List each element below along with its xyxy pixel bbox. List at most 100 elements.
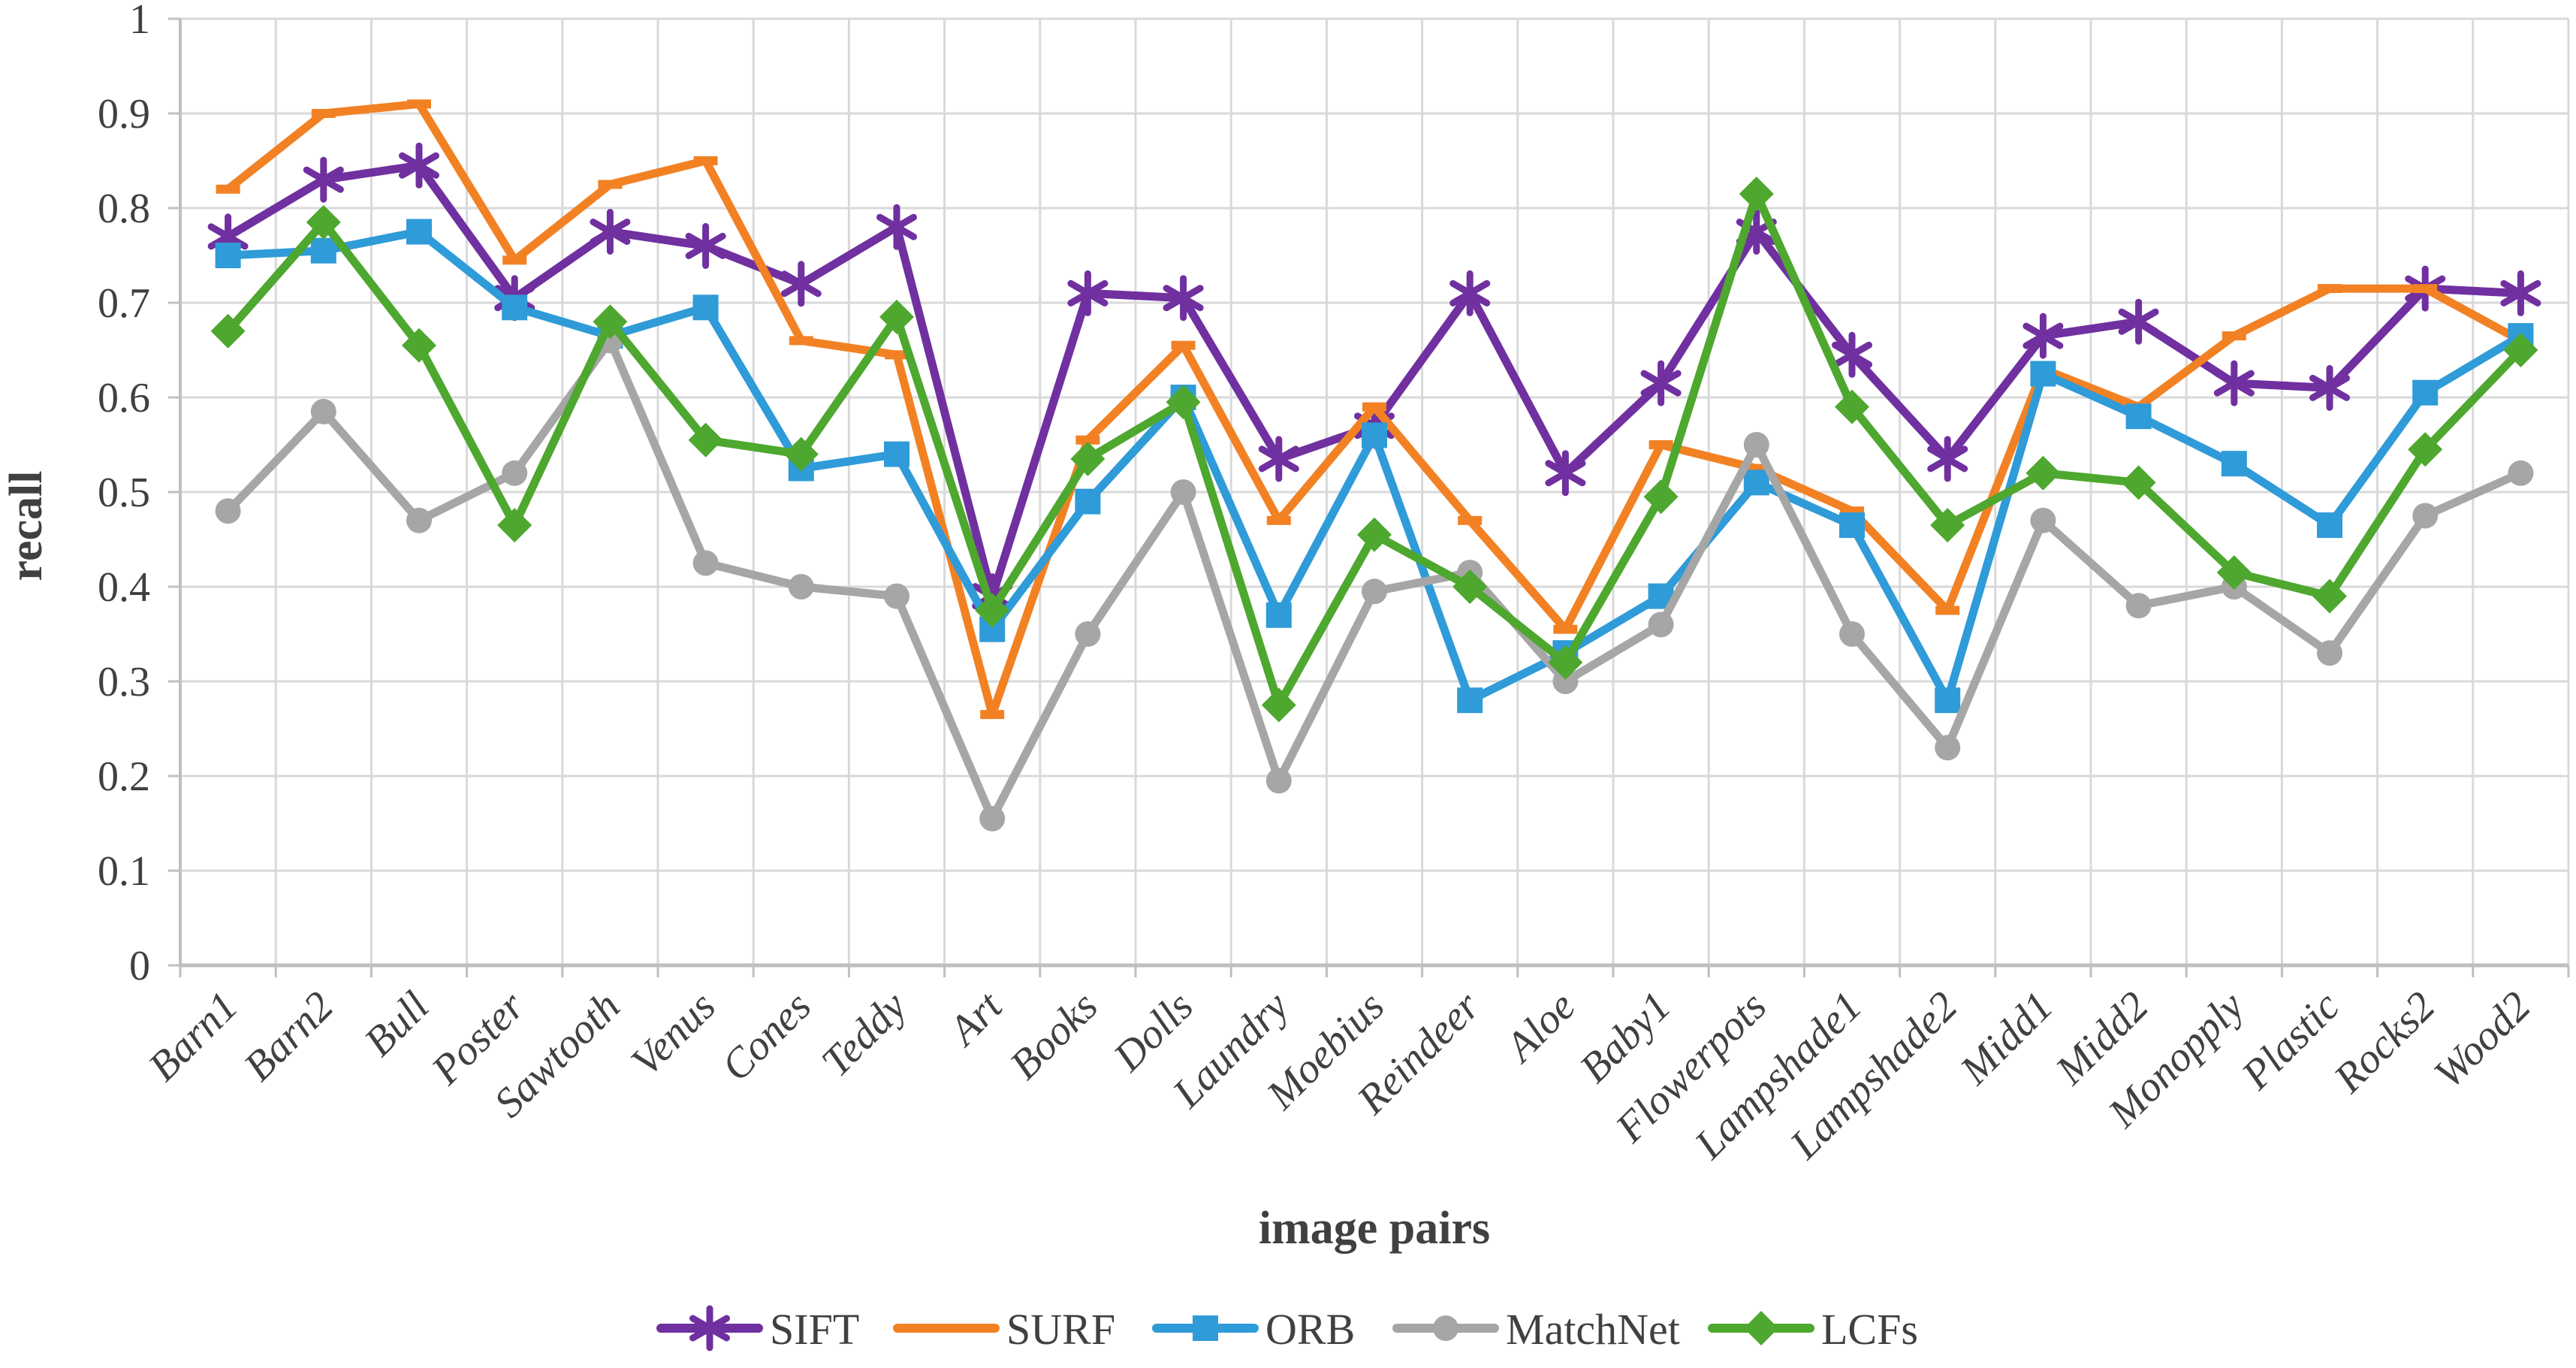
data-point-marker bbox=[1452, 569, 1488, 604]
data-point-marker bbox=[2030, 361, 2056, 387]
data-point-marker bbox=[692, 550, 719, 576]
data-point-marker bbox=[2213, 360, 2255, 406]
data-point-marker bbox=[885, 350, 909, 360]
asterisk-spoke bbox=[398, 152, 440, 179]
data-point-marker bbox=[975, 593, 1010, 628]
data-point-marker bbox=[1362, 402, 1386, 412]
legend-label-SURF: SURF bbox=[1006, 1305, 1115, 1354]
data-point-marker bbox=[1265, 602, 1292, 628]
data-point-marker bbox=[2118, 298, 2159, 345]
legend-item-MatchNet: MatchNet bbox=[1392, 1305, 1680, 1354]
asterisk-spoke bbox=[2022, 322, 2064, 349]
axes bbox=[168, 17, 2570, 977]
data-point-marker bbox=[1075, 488, 1101, 515]
data-point-marker bbox=[2412, 379, 2439, 406]
data-point-marker bbox=[1193, 1315, 1218, 1341]
data-point-marker bbox=[1449, 270, 1491, 316]
data-point-marker bbox=[1362, 422, 1387, 448]
data-point-marker bbox=[689, 1305, 731, 1351]
data-series bbox=[207, 99, 2541, 832]
data-point-marker bbox=[590, 209, 631, 255]
data-point-marker bbox=[2408, 432, 2443, 467]
data-point-marker bbox=[688, 422, 723, 458]
legend-item-SURF: SURF bbox=[893, 1305, 1115, 1354]
data-point-marker bbox=[879, 299, 914, 334]
x-tick-label: Rocks2 bbox=[2324, 983, 2444, 1102]
data-point-marker bbox=[2309, 364, 2351, 411]
legend: SIFT SURF ORB MatchNet LCFs bbox=[656, 1305, 1918, 1354]
asterisk-spoke bbox=[2500, 279, 2541, 307]
data-point-marker bbox=[1643, 479, 1679, 515]
data-point-marker bbox=[2413, 284, 2438, 294]
series-LCFs bbox=[210, 177, 2538, 723]
asterisk-spoke bbox=[780, 270, 822, 297]
data-point-marker bbox=[2503, 333, 2538, 367]
y-tick-label: 0.3 bbox=[98, 659, 150, 705]
data-point-marker bbox=[1839, 621, 1865, 647]
data-point-marker bbox=[2121, 465, 2156, 500]
asterisk-spoke bbox=[1831, 341, 1873, 368]
data-point-marker bbox=[1265, 768, 1292, 794]
data-point-marker bbox=[884, 583, 909, 609]
asterisk-spoke bbox=[590, 219, 631, 245]
data-point-marker bbox=[884, 441, 909, 467]
data-point-marker bbox=[2412, 503, 2439, 529]
asterisk-spoke bbox=[1449, 279, 1491, 307]
asterisk-spoke bbox=[876, 213, 918, 240]
data-point-marker bbox=[2125, 593, 2152, 619]
data-point-marker bbox=[1163, 275, 1204, 322]
asterisk-spoke bbox=[303, 166, 344, 193]
data-point-marker bbox=[502, 294, 528, 321]
data-point-marker bbox=[789, 336, 813, 346]
legend-label-LCFs: LCFs bbox=[1821, 1305, 1918, 1354]
data-point-marker bbox=[876, 204, 918, 250]
data-point-marker bbox=[1835, 389, 1869, 424]
data-point-marker bbox=[980, 710, 1005, 720]
data-point-marker bbox=[2216, 555, 2252, 590]
asterisk-spoke bbox=[1640, 370, 1682, 397]
y-tick-label: 0.5 bbox=[98, 470, 150, 516]
data-point-marker bbox=[1839, 512, 1865, 539]
data-point-marker bbox=[310, 237, 336, 264]
data-point-marker bbox=[406, 507, 432, 533]
data-point-marker bbox=[1548, 645, 1583, 680]
data-point-marker bbox=[2318, 284, 2342, 294]
data-point-marker bbox=[1261, 687, 1296, 723]
data-point-marker bbox=[1171, 340, 1196, 350]
gridlines bbox=[179, 17, 2570, 967]
legend-label-ORB: ORB bbox=[1265, 1305, 1355, 1354]
x-tick-label: Venus bbox=[623, 983, 725, 1085]
data-point-marker bbox=[1433, 1315, 1458, 1341]
data-point-marker bbox=[215, 243, 241, 268]
data-point-marker bbox=[1640, 360, 1682, 406]
data-point-marker bbox=[1075, 621, 1101, 647]
x-tick-label: Barn1 bbox=[140, 983, 247, 1090]
x-axis-title: image pairs bbox=[1259, 1203, 1490, 1254]
x-tick-label: Cones bbox=[713, 983, 820, 1090]
y-tick-label: 0.8 bbox=[98, 186, 150, 232]
asterisk-spoke bbox=[1258, 445, 1299, 473]
data-point-marker bbox=[1170, 479, 1196, 505]
data-point-marker bbox=[685, 222, 726, 269]
data-point-marker bbox=[598, 180, 623, 189]
x-tick-label: Books bbox=[1001, 983, 1107, 1089]
y-tick-label: 1 bbox=[129, 0, 150, 43]
data-point-marker bbox=[310, 398, 336, 424]
asterisk-spoke bbox=[2118, 308, 2159, 335]
x-tick-label: Plastic bbox=[2233, 983, 2349, 1099]
data-point-marker bbox=[497, 508, 532, 543]
data-point-marker bbox=[1545, 450, 1586, 497]
data-point-marker bbox=[1935, 735, 1961, 761]
data-point-marker bbox=[1075, 435, 1100, 445]
x-tick-label: Art bbox=[938, 982, 1012, 1055]
data-point-marker bbox=[1457, 687, 1483, 714]
legend-item-ORB: ORB bbox=[1152, 1305, 1355, 1354]
data-point-marker bbox=[1266, 515, 1291, 525]
data-point-marker bbox=[979, 805, 1006, 832]
y-tick-label: 0 bbox=[129, 943, 150, 989]
data-point-marker bbox=[215, 498, 241, 524]
y-axis-title: recall bbox=[1, 471, 52, 581]
data-point-marker bbox=[398, 142, 440, 189]
